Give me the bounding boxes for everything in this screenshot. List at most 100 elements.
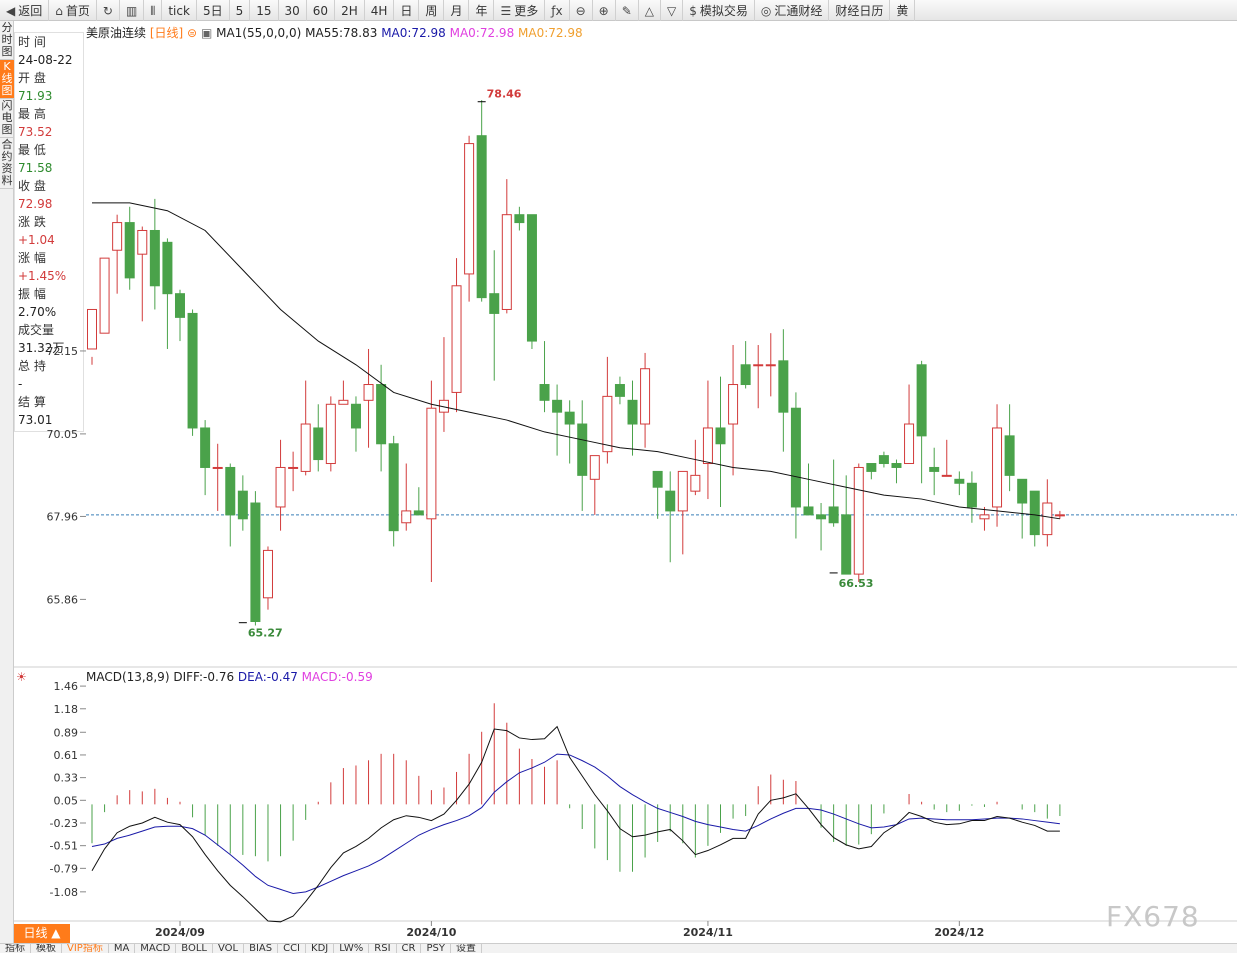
toolbar-item-bar-chart-icon[interactable]: ▥ xyxy=(120,0,145,21)
instrument-name: 美原油连续 xyxy=(86,26,147,40)
macd-tick-label: 0.89 xyxy=(54,726,79,739)
left-tab-strip: 分时图 K线图 闪电图 合约资料 xyxy=(0,21,14,953)
toolbar-label: 月 xyxy=(450,3,463,18)
toolbar-item-日[interactable]: 日 xyxy=(394,0,420,21)
toolbar-item-15[interactable]: 15 xyxy=(250,0,279,21)
indicator-tab[interactable]: PSY xyxy=(421,944,451,953)
candle-body xyxy=(426,407,437,520)
info-key: 涨 幅 xyxy=(18,251,46,265)
candle-body xyxy=(564,411,575,425)
toolbar-item-汇通财经[interactable]: ◎ 汇通财经 xyxy=(755,0,830,21)
left-tab-3[interactable]: 合约资料 xyxy=(0,138,14,189)
toolbar-item-月[interactable]: 月 xyxy=(444,0,470,21)
toolbar-label: 更多 xyxy=(514,3,539,18)
macd-tick-label: 1.46 xyxy=(54,680,79,693)
macd-diff: DIFF:-0.76 xyxy=(173,670,235,684)
toolbar-item-周[interactable]: 周 xyxy=(419,0,445,21)
indicator-icon[interactable]: ▣ xyxy=(200,26,213,40)
macd-dea: DEA:-0.47 xyxy=(237,670,298,684)
lock-icon[interactable]: ⊜ xyxy=(187,26,198,40)
date-tick-label: 2024/10 xyxy=(406,926,456,939)
candle-body xyxy=(627,399,638,425)
toolbar-item-2H[interactable]: 2H xyxy=(335,0,365,21)
indicator-tab[interactable]: MACD xyxy=(135,944,177,953)
candle-body xyxy=(262,549,273,599)
draw-icon: ✎ xyxy=(621,3,632,18)
indicator-tab[interactable]: BOLL xyxy=(176,944,213,953)
indicator-tab[interactable]: CR xyxy=(397,944,422,953)
toolbar-item-tick[interactable]: tick xyxy=(162,0,197,21)
left-tab-2[interactable]: 闪电图 xyxy=(0,99,14,138)
candle-body xyxy=(665,490,676,512)
toolbar-item-zoom-out-icon[interactable]: ⊖ xyxy=(570,0,593,21)
indicator-tab[interactable]: BIAS xyxy=(244,944,279,953)
indicator-tab[interactable]: VOL xyxy=(213,944,245,953)
candle-body xyxy=(841,514,852,575)
toolbar-item-5[interactable]: 5 xyxy=(230,0,251,21)
candle-body xyxy=(853,466,864,575)
toolbar-item-formula-icon[interactable]: ƒx xyxy=(545,0,570,21)
candle-body xyxy=(602,395,613,453)
indicator-tab[interactable]: CCI xyxy=(278,944,307,953)
toolbar-label: 5日 xyxy=(202,3,223,18)
candle-body xyxy=(1004,435,1015,476)
indicator-tab[interactable]: 指标 xyxy=(0,944,31,953)
indicator-tab[interactable]: MA xyxy=(109,944,136,953)
toolbar-item-5日[interactable]: 5日 xyxy=(197,0,230,21)
macd-tick-label: 0.05 xyxy=(54,794,79,807)
period-label: [日线] xyxy=(149,26,184,40)
indicator-tab[interactable]: 设置 xyxy=(451,944,482,953)
toolbar-item-黄[interactable]: 黄 xyxy=(890,0,916,21)
toolbar-item-4H[interactable]: 4H xyxy=(365,0,395,21)
toolbar-item-zoom-in-icon[interactable]: ⊕ xyxy=(593,0,616,21)
price-tick-label: 72.15 xyxy=(47,345,79,358)
candle-body xyxy=(753,364,764,367)
toolbar-item-refresh-icon[interactable]: ↻ xyxy=(97,0,120,21)
macd-tick-label: 0.61 xyxy=(54,749,79,762)
candle-body xyxy=(112,222,123,251)
info-value: 2.70% xyxy=(18,305,57,319)
toolbar-item-返回[interactable]: ◀ 返回 xyxy=(0,0,50,21)
dollar-icon: $ xyxy=(689,3,697,18)
toolbar-item-年[interactable]: 年 xyxy=(469,0,495,21)
candle-body xyxy=(187,312,198,429)
info-value: 72.98 xyxy=(18,197,53,211)
daily-period-tab[interactable]: 日线 ▲ xyxy=(14,924,70,943)
toolbar-item-更多[interactable]: ☰ 更多 xyxy=(494,0,546,21)
left-tab-0[interactable]: 分时图 xyxy=(0,21,14,60)
kline-chart[interactable]: ☀ 72.15 70.05 67.96 65.86 78.46 65.27 66.53 1.46… xyxy=(14,21,1237,943)
toolbar-label: 4H xyxy=(370,3,388,18)
toolbar-item-60[interactable]: 60 xyxy=(307,0,336,21)
zoom-out-icon: ⊖ xyxy=(575,3,586,18)
macd-value: MACD:-0.59 xyxy=(301,670,373,684)
candle-body xyxy=(866,463,877,472)
bar-chart-icon: ▥ xyxy=(125,3,138,18)
toolbar-item-draw-icon[interactable]: ✎ xyxy=(616,0,639,21)
indicator-tab[interactable]: LW% xyxy=(334,944,370,953)
toolbar-item-candle-icon[interactable]: ⫴ xyxy=(144,0,163,21)
macd-label: MACD(13,8,9) xyxy=(86,670,170,684)
toolbar-label: tick xyxy=(168,3,190,18)
toolbar-item-模拟交易[interactable]: $ 模拟交易 xyxy=(683,0,755,21)
toolbar-item-首页[interactable]: ⌂ 首页 xyxy=(49,0,97,21)
indicator-tab[interactable]: 模板 xyxy=(31,944,62,953)
toolbar-item-triangle-down-icon[interactable]: ▽ xyxy=(661,0,684,21)
indicator-tab[interactable]: KDJ xyxy=(306,944,335,953)
toolbar-item-财经日历[interactable]: 财经日历 xyxy=(829,0,891,21)
macd-tick-label: -0.79 xyxy=(50,862,78,875)
indicator-tab[interactable]: VIP指标 xyxy=(62,944,109,953)
candle-body xyxy=(904,423,915,465)
toolbar-item-30[interactable]: 30 xyxy=(279,0,307,21)
candle-body xyxy=(212,466,223,469)
candle-body xyxy=(891,463,902,468)
macd-header: MACD(13,8,9) DIFF:-0.76 DEA:-0.47 MACD:-… xyxy=(86,670,373,684)
macd-tick-label: -0.23 xyxy=(50,817,78,830)
info-key: 结 算 xyxy=(18,395,46,409)
toolbar-item-triangle-up-icon[interactable]: △ xyxy=(639,0,661,21)
indicator-tab[interactable]: RSI xyxy=(369,944,397,953)
toolbar-label: 周 xyxy=(425,3,438,18)
chart-title-bar: 美原油连续 [日线] ⊜ ▣ MA1(55,0,0,0) MA55:78.83 … xyxy=(86,24,583,40)
candle-body xyxy=(778,360,789,413)
toolbar: ◀ 返回 ⌂ 首页 ↻ ▥ ⫴ tick 5日 5 15 30 60 2H 4H 日周月年 ☰ 更多 ƒx ⊖ ⊕ ✎ △ ▽… xyxy=(0,0,1237,21)
left-tab-1[interactable]: K线图 xyxy=(0,60,14,99)
